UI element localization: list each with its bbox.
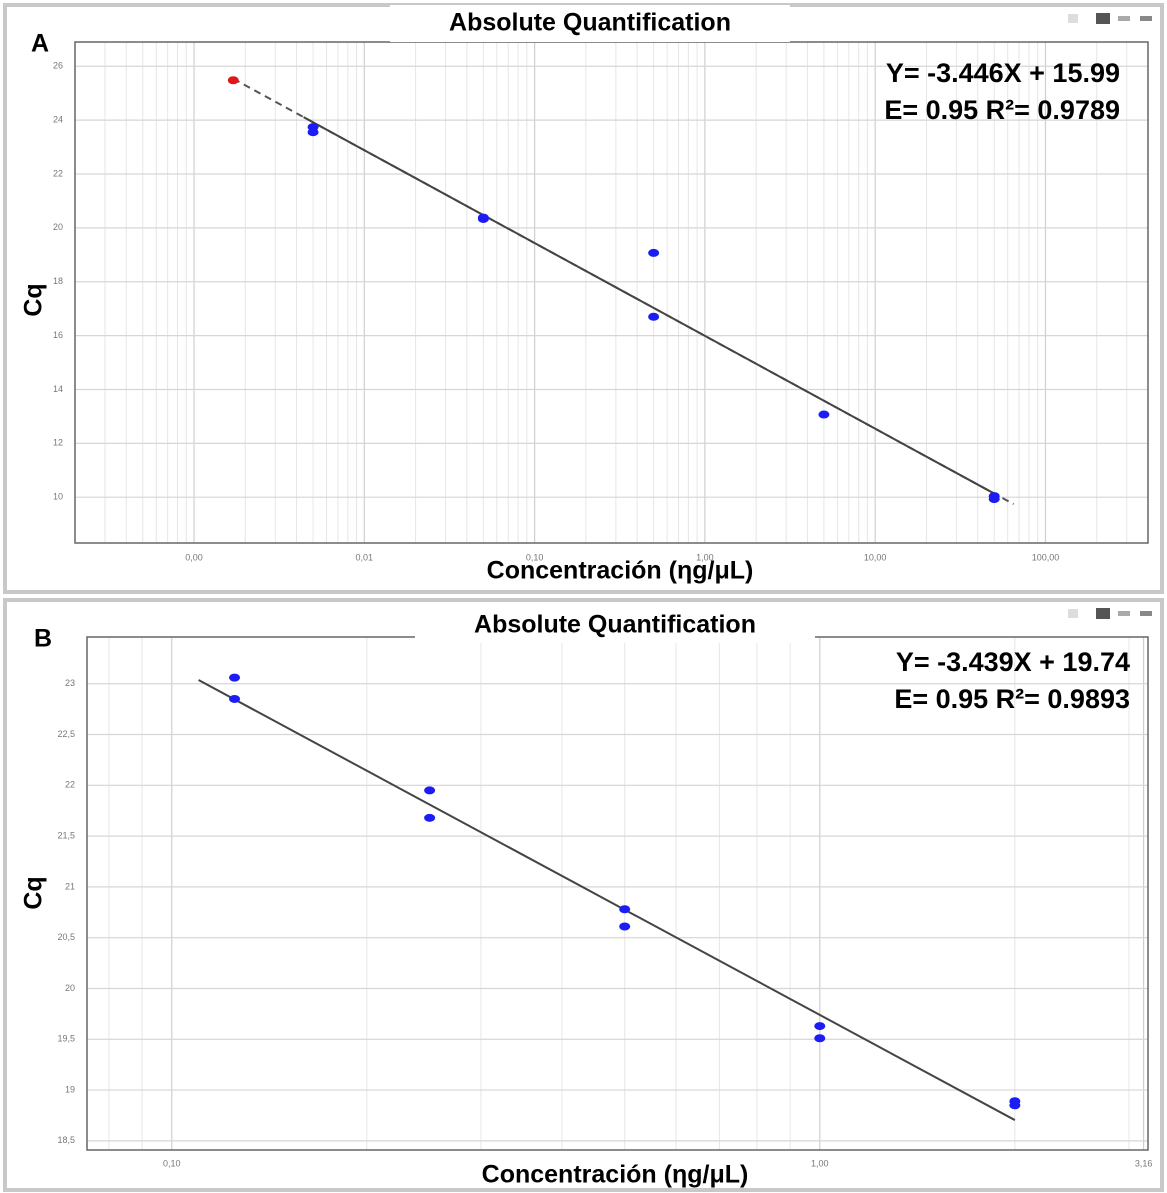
x-tick-label: 1,00 bbox=[811, 1158, 829, 1168]
x-tick-label: 1,00 bbox=[696, 552, 714, 562]
y-tick-label: 20 bbox=[53, 222, 63, 232]
x-axis-label: Concentración (ηg/μL) bbox=[482, 1161, 749, 1189]
data-point bbox=[424, 813, 436, 822]
toolbar-icon bbox=[1096, 13, 1110, 24]
y-tick-label: 22 bbox=[53, 168, 63, 178]
y-axis-label: Cq bbox=[20, 876, 48, 909]
data-point bbox=[814, 1022, 826, 1031]
title-box bbox=[390, 5, 790, 42]
y-tick-label: 18,5 bbox=[57, 1135, 75, 1145]
x-tick-label: 0,10 bbox=[163, 1158, 181, 1168]
panel: 0,10 1,00 3,16 18,5 19 19,5 20 20,5 21 21,5 22 22,5… bbox=[3, 598, 1164, 1192]
y-tick-label: 18 bbox=[53, 276, 63, 286]
data-point bbox=[619, 905, 631, 914]
y-tick-label: 23 bbox=[65, 678, 75, 688]
data-point bbox=[229, 673, 241, 682]
panel-label: B bbox=[34, 625, 52, 653]
x-tick-label: 0,00 bbox=[185, 552, 203, 562]
toolbar-icon bbox=[1118, 16, 1130, 21]
equation: Y= -3.446X + 15.99 bbox=[886, 58, 1120, 88]
y-tick-label: 20 bbox=[65, 983, 75, 993]
data-point bbox=[648, 248, 660, 257]
x-tick-label: 0,01 bbox=[356, 552, 374, 562]
toolbar-icon bbox=[1068, 14, 1078, 23]
toolbar-icon bbox=[1140, 611, 1152, 616]
y-tick-label: 21 bbox=[65, 881, 75, 891]
x-tick-label: 0,10 bbox=[526, 552, 544, 562]
equation: Y= -3.439X + 19.74 bbox=[896, 647, 1130, 677]
panel: 0,00 0,01 0,10 1,00 10,00 100,00 10 12 14 16 18 20 2… bbox=[3, 3, 1164, 594]
panel-frame bbox=[3, 3, 1164, 594]
data-point bbox=[307, 128, 319, 137]
y-tick-label: 19 bbox=[65, 1084, 75, 1094]
panel-frame bbox=[3, 598, 1164, 1192]
chart-title: Absolute Quantification bbox=[474, 611, 756, 639]
y-tick-label: 22 bbox=[65, 780, 75, 790]
chart-title: Absolute Quantification bbox=[449, 9, 731, 37]
data-point bbox=[229, 694, 241, 703]
toolbar-icon bbox=[1068, 609, 1078, 618]
y-tick-label: 20,5 bbox=[57, 932, 75, 942]
x-tick-label: 100,00 bbox=[1032, 552, 1060, 562]
fit-line bbox=[198, 679, 1016, 1121]
y-tick-label: 26 bbox=[53, 61, 63, 71]
toolbar-icon bbox=[1140, 16, 1152, 21]
x-tick-label: 10,00 bbox=[864, 552, 887, 562]
y-tick-label: 16 bbox=[53, 330, 63, 340]
data-point bbox=[648, 312, 660, 321]
title-box bbox=[415, 603, 815, 643]
x-axis-label: Concentración (ηg/μL) bbox=[487, 557, 754, 585]
data-point bbox=[1009, 1101, 1021, 1110]
toolbar-icon bbox=[1118, 611, 1130, 616]
fit-stats: E= 0.95 R²= 0.9893 bbox=[894, 684, 1130, 714]
data-point bbox=[424, 786, 436, 795]
data-point bbox=[988, 495, 1000, 504]
y-axis-label: Cq bbox=[20, 283, 48, 316]
data-point bbox=[477, 213, 489, 222]
y-tick-label: 12 bbox=[53, 438, 63, 448]
data-point bbox=[227, 76, 239, 85]
toolbar-icon bbox=[1096, 608, 1110, 619]
fit-line bbox=[303, 116, 995, 495]
data-point bbox=[619, 922, 631, 931]
y-tick-label: 22,5 bbox=[57, 729, 75, 739]
fit-stats: E= 0.95 R²= 0.9789 bbox=[884, 95, 1120, 125]
y-tick-label: 19,5 bbox=[57, 1034, 75, 1044]
data-point bbox=[818, 410, 830, 419]
x-tick-label: 3,16 bbox=[1135, 1158, 1153, 1168]
y-tick-label: 21,5 bbox=[57, 830, 75, 840]
y-tick-label: 24 bbox=[53, 114, 63, 124]
y-tick-label: 10 bbox=[53, 492, 63, 502]
data-point bbox=[814, 1034, 826, 1043]
y-tick-label: 14 bbox=[53, 384, 63, 394]
panel-label: A bbox=[31, 30, 49, 58]
